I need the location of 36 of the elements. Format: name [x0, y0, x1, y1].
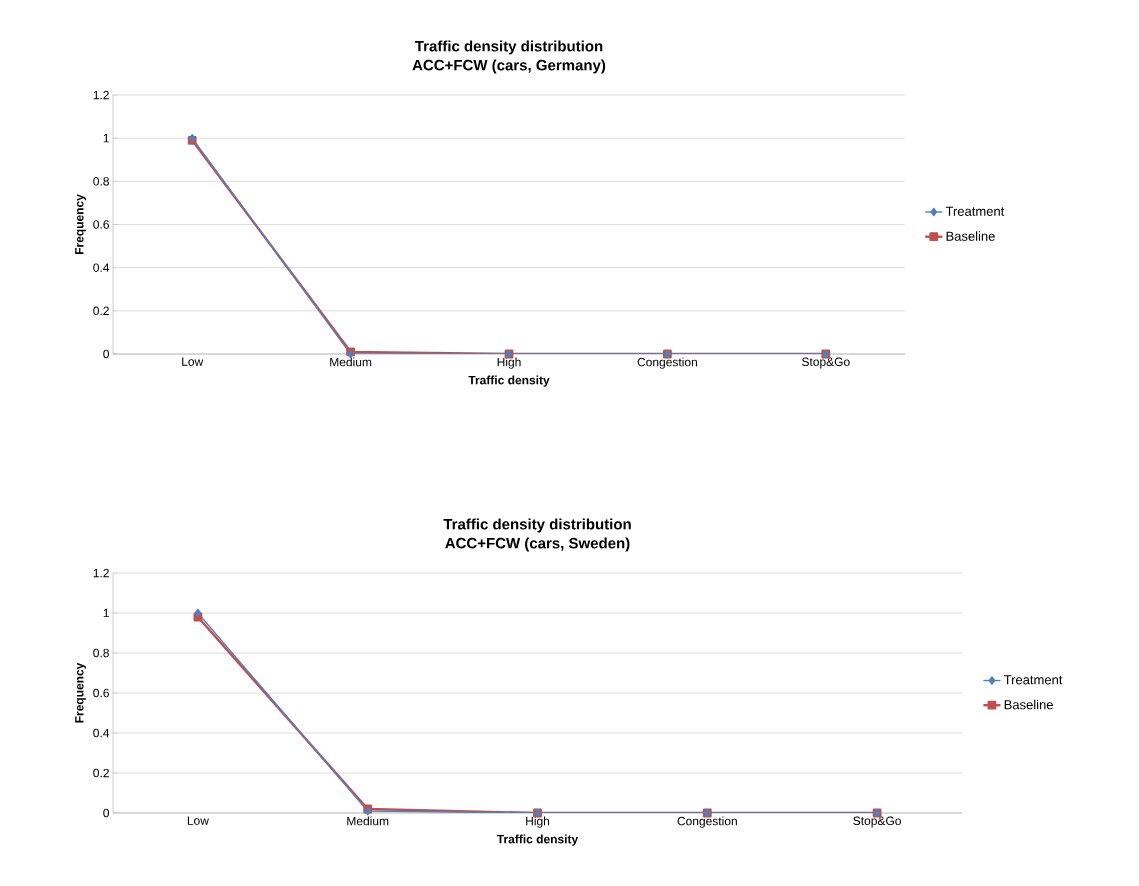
x-tick-label: Stop&Go: [853, 816, 901, 828]
y-axis-title: Frequency: [75, 662, 86, 723]
y-tick-label: 0.6: [93, 220, 109, 229]
y-tick-label: 1: [103, 134, 109, 143]
x-tick-label: High: [497, 357, 521, 369]
x-tick-label: Congestion: [677, 816, 737, 828]
y-tick-label: 0.6: [93, 688, 109, 698]
x-axis-title: Traffic density: [496, 834, 579, 846]
y-tick-label: 0.2: [93, 768, 109, 778]
legend-label: Baseline: [1004, 699, 1053, 710]
legend-label: Treatment: [945, 206, 1005, 216]
legend-label: Baseline: [946, 231, 995, 241]
chart-subtitle: ACC+FCW (cars, Sweden): [445, 537, 630, 552]
x-tick-label: Medium: [330, 357, 372, 367]
y-tick-label: 0: [103, 349, 110, 359]
y-tick-label: 0.8: [93, 648, 109, 658]
x-tick-label: Low: [182, 357, 204, 366]
chart-title: Traffic density distribution: [443, 518, 631, 533]
y-tick-label: 1.2: [93, 568, 109, 578]
x-tick-label: Low: [187, 816, 209, 825]
y-tick-label: 0: [103, 808, 110, 818]
y-tick-label: 0.2: [93, 306, 109, 316]
y-tick-label: 1.2: [93, 90, 109, 100]
y-tick-label: 1: [103, 608, 109, 618]
x-tick-label: High: [526, 816, 550, 828]
x-axis-title: Traffic density: [468, 375, 550, 387]
chart-title: Traffic density distribution: [415, 40, 603, 55]
legend-label: Treatment: [1003, 675, 1063, 685]
x-tick-label: Medium: [347, 816, 389, 826]
x-tick-label: Stop&Go: [802, 357, 850, 369]
chart-subtitle: ACC+FCW (cars, Germany): [412, 59, 606, 74]
y-axis-title: Frequency: [75, 194, 86, 255]
y-tick-label: 0.4: [93, 728, 110, 738]
y-tick-label: 0.4: [93, 263, 110, 272]
x-tick-label: Congestion: [637, 357, 697, 369]
y-tick-label: 0.8: [93, 177, 109, 186]
